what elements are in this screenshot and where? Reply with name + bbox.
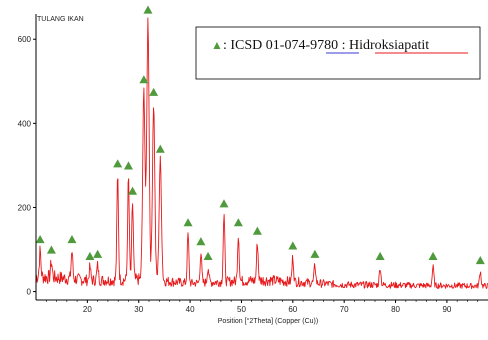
diffraction-trace-layer [35,17,488,290]
x-tick-label: 80 [391,305,400,314]
sample-label: TULANG IKAN [37,16,84,23]
peak-marker [233,218,243,227]
legend-phase: Hidroksiapatit [349,38,429,53]
peak-marker [475,256,485,265]
x-tick-label: 30 [134,305,143,314]
legend-separator: : [338,38,349,53]
peak-marker [375,251,385,260]
peak-marker-layer [35,5,485,265]
x-tick-label: 90 [442,305,451,314]
tick-layer: 0 200 400 600 20 30 40 50 60 70 80 90 [18,35,479,314]
peak-marker [143,5,153,14]
peak-marker [310,249,320,258]
y-tick-label: 200 [18,203,32,212]
peak-marker [288,241,298,250]
legend: ▲ : ICSD 01-074-9780 : Hidroksiapatit [195,26,481,80]
legend-marker-icon: ▲ [211,38,223,52]
peak-marker [123,161,133,170]
peak-marker [139,75,149,84]
peak-marker [149,87,159,96]
peak-marker [428,251,438,260]
y-tick-label: 600 [18,35,32,44]
x-tick-label: 60 [288,305,297,314]
peak-marker [85,251,95,260]
legend-text: : ICSD 01-074-9780 : Hidroksiapatit [223,38,429,53]
peak-marker [219,199,229,208]
legend-prefix: : ICSD 01-074- [223,38,310,53]
diffraction-trace [35,17,488,290]
peak-marker [46,245,56,254]
peak-marker [113,159,123,168]
peak-marker [93,249,103,258]
peak-marker [155,144,165,153]
x-tick-label: 40 [186,305,195,314]
x-axis-label: Position [°2Theta] (Copper (Cu)) [218,317,318,325]
x-tick-label: 50 [237,305,246,314]
peak-marker [35,235,45,244]
x-tick-label: 70 [340,305,349,314]
x-tick-label: 20 [83,305,92,314]
y-tick-label: 0 [27,288,32,297]
peak-marker [128,186,138,195]
peak-marker [196,237,206,246]
peak-marker [252,226,262,235]
peak-marker [183,218,193,227]
legend-code-part: 9780 [310,38,338,53]
peak-marker [203,251,213,260]
peak-marker [67,235,77,244]
y-tick-label: 400 [18,119,32,128]
